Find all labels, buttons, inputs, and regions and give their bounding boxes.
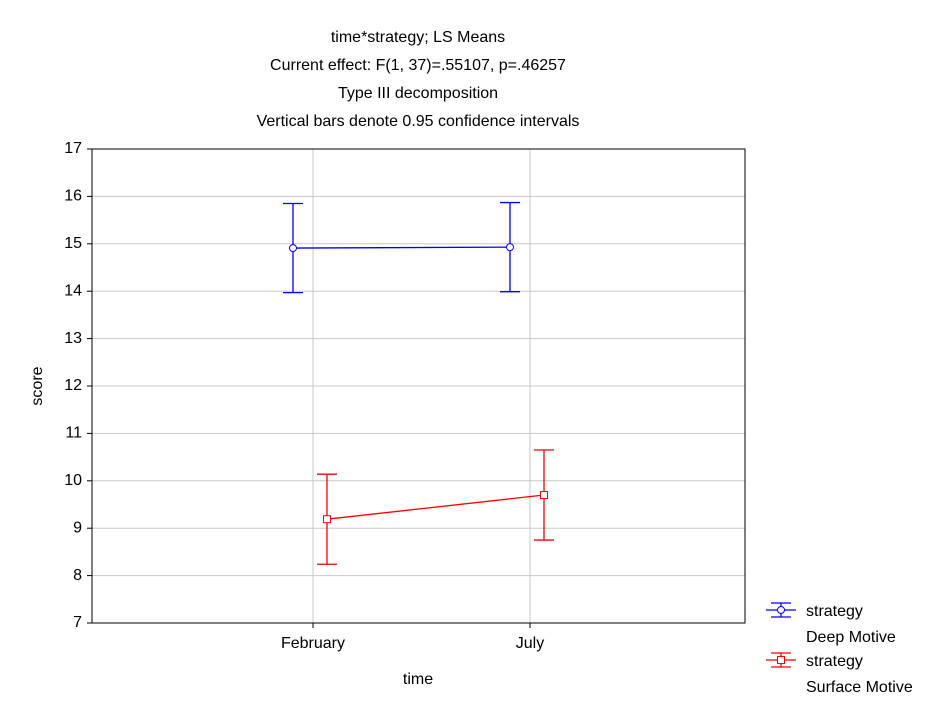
y-tick-label: 12: [64, 377, 82, 394]
data-point: [323, 515, 331, 524]
chart-subtitle: Type III decomposition: [338, 85, 498, 102]
legend-label: Surface Motive: [806, 679, 913, 696]
y-axis-label: score: [29, 366, 46, 405]
chart-title: time*strategy; LS Means: [331, 29, 505, 46]
legend-title: strategy: [806, 603, 863, 620]
y-tick-label: 9: [73, 519, 82, 536]
y-tick-label: 7: [73, 614, 82, 631]
y-tick-label: 14: [64, 282, 82, 299]
series-line: [326, 494, 545, 520]
y-tick-label: 15: [64, 235, 82, 252]
data-point: [506, 243, 514, 252]
y-tick-label: 16: [64, 188, 82, 205]
chart-subtitle: Current effect: F(1, 37)=.55107, p=.4625…: [270, 57, 566, 74]
series-line: [292, 246, 511, 249]
x-axis-label: time: [403, 671, 433, 688]
data-point: [540, 491, 548, 500]
legend-marker: [777, 656, 785, 664]
x-tick-label: July: [516, 635, 544, 652]
plot-border: [91, 148, 746, 624]
y-tick-label: 8: [73, 567, 82, 584]
chart-subtitle: Vertical bars denote 0.95 confidence int…: [257, 113, 580, 130]
legend-marker: [777, 606, 785, 614]
x-tick-label: February: [281, 635, 345, 652]
data-point: [289, 244, 297, 253]
y-tick-label: 11: [65, 425, 82, 442]
legend-title: strategy: [806, 653, 863, 670]
y-tick-label: 13: [64, 330, 82, 347]
legend-label: Deep Motive: [806, 629, 896, 646]
y-tick-label: 17: [64, 140, 82, 157]
y-tick-label: 10: [64, 472, 82, 489]
